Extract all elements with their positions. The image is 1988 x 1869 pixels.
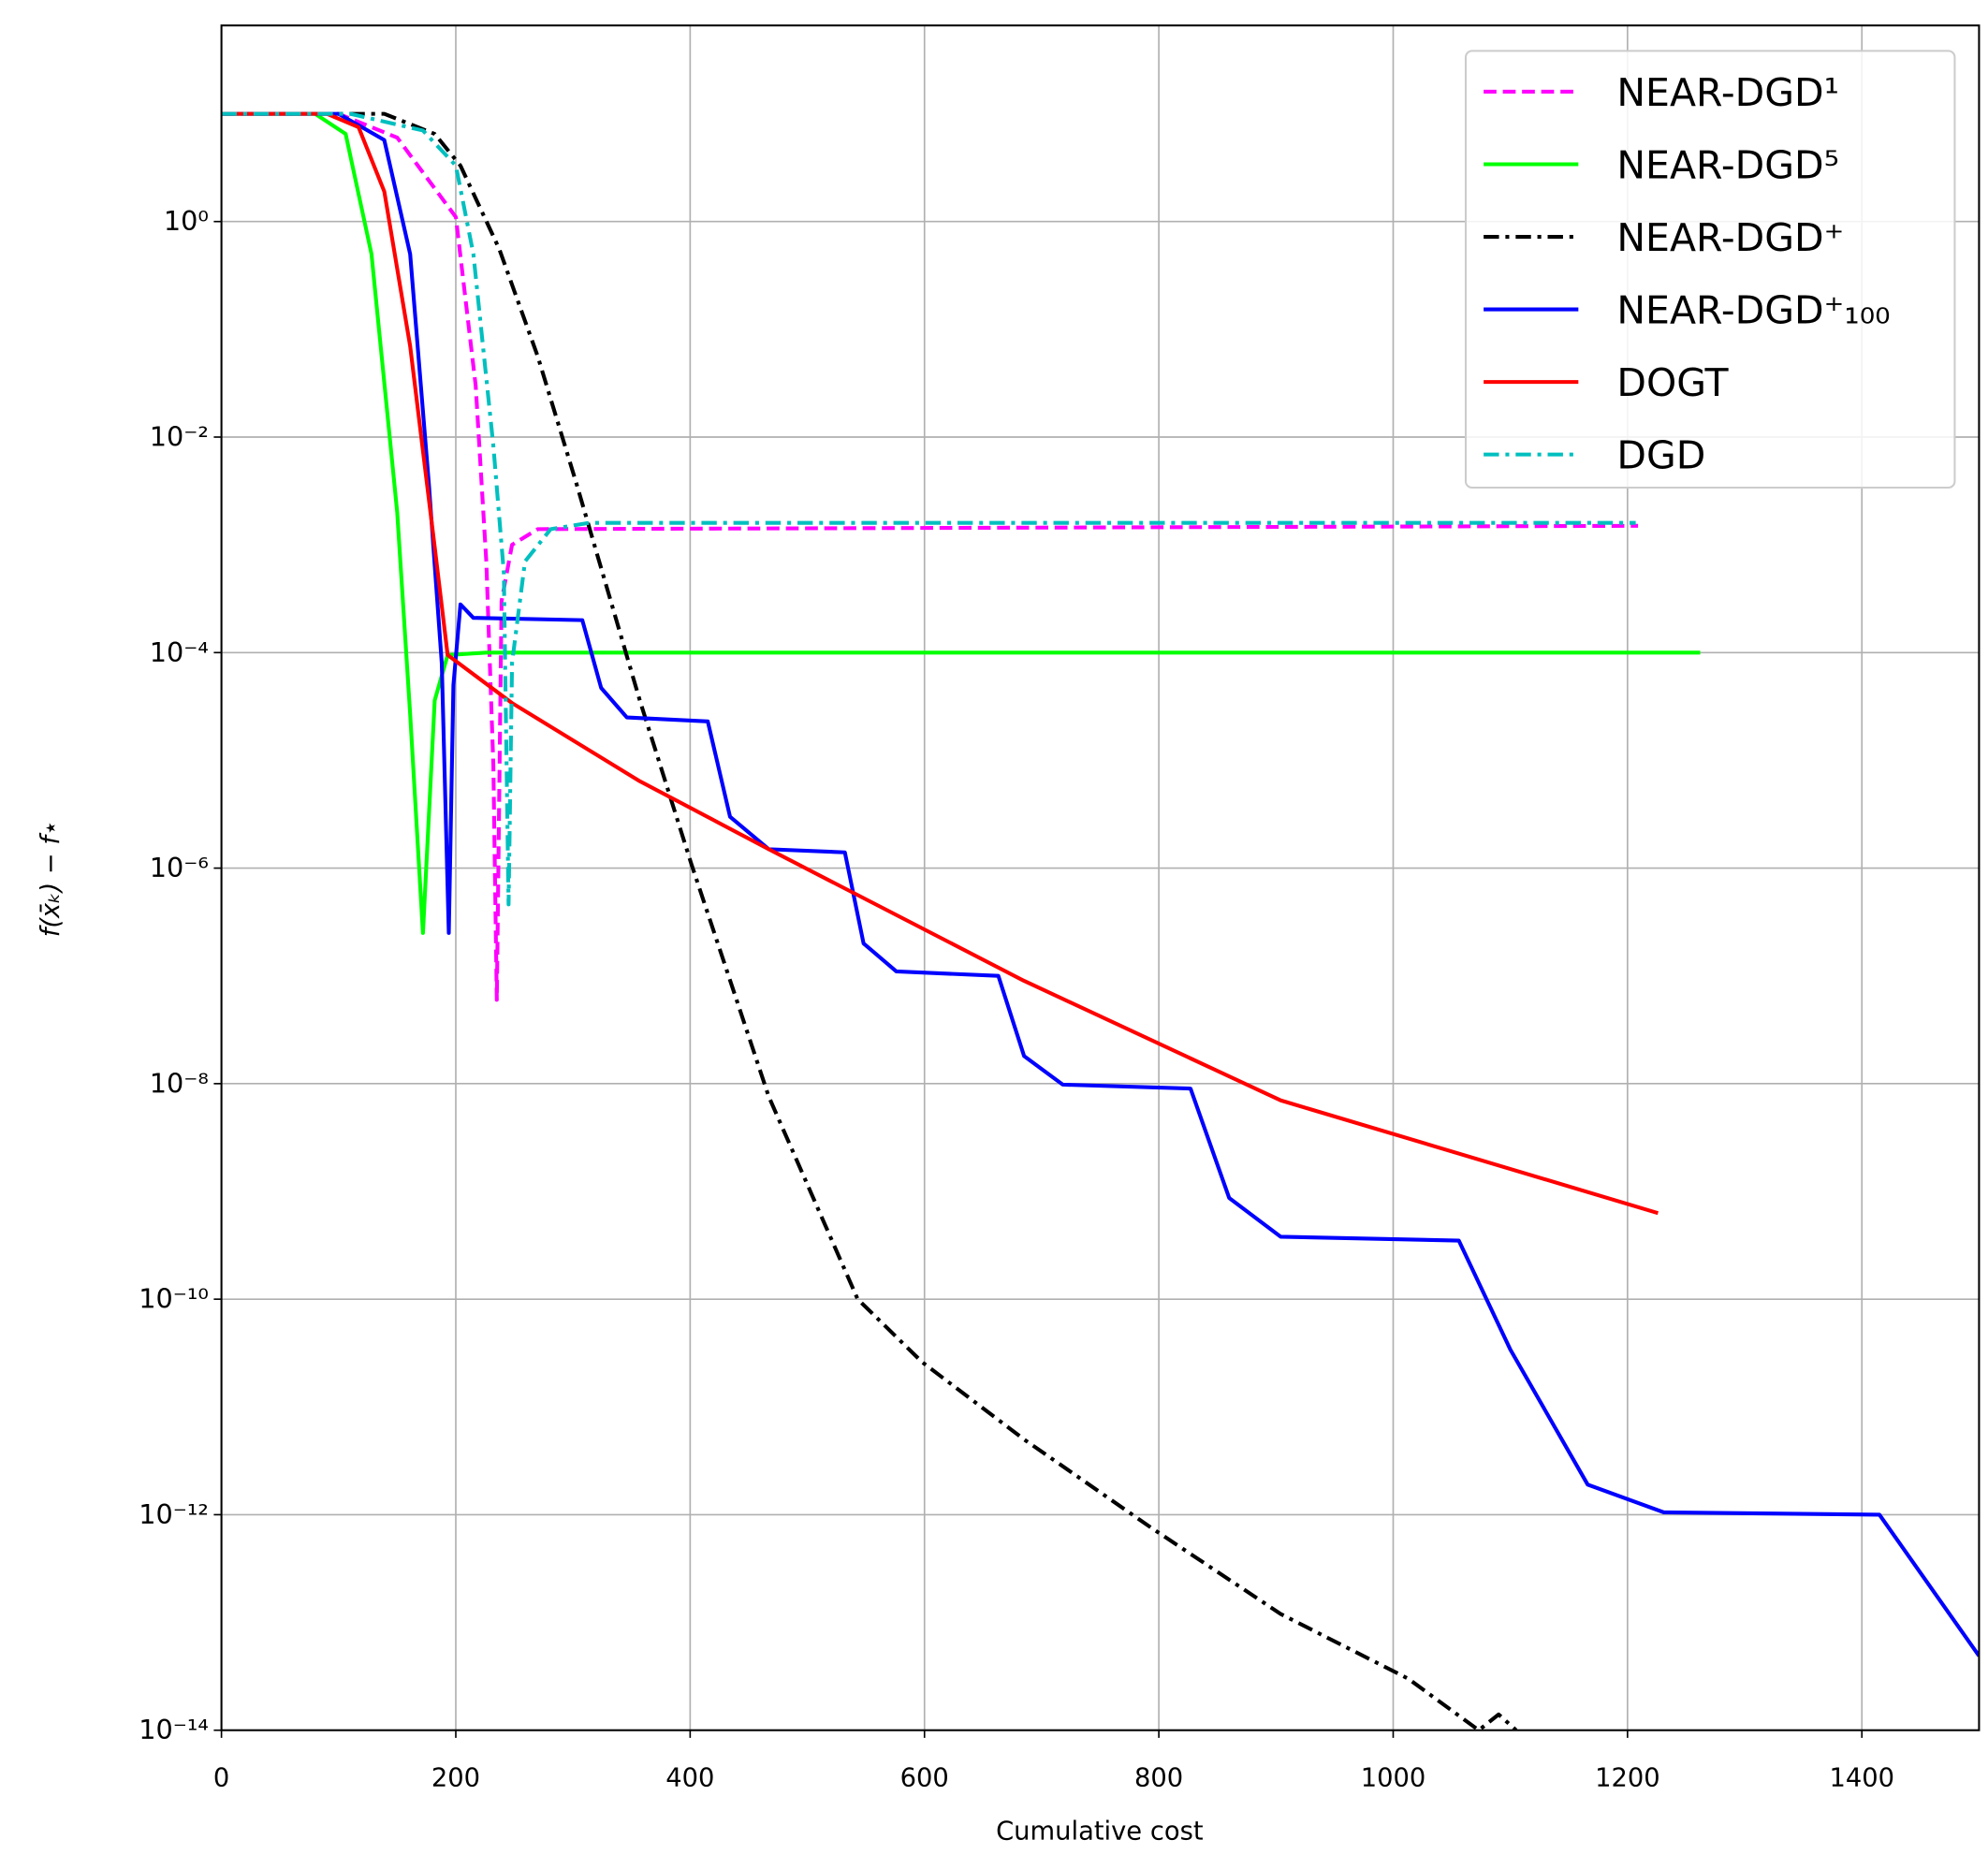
x-tick-label: 600: [900, 1764, 949, 1793]
y-tick-label: 10⁰: [164, 205, 209, 237]
y-tick-label: 10⁻⁴: [150, 636, 209, 668]
legend-label: NEAR-DGD¹: [1616, 70, 1839, 115]
y-tick-label: 10⁻²: [150, 421, 209, 453]
plot-frame: [220, 24, 1981, 1731]
y-tick-label: 10⁻¹⁴: [139, 1714, 209, 1745]
legend-box: [1464, 50, 1956, 489]
series-line: [221, 111, 1659, 1216]
legend: NEAR-DGD¹ NEAR-DGD⁵ NEAR-DGD⁺ NEAR-DGD⁺₁₀₀ D…: [1464, 50, 1956, 489]
legend-label: NEAR-DGD⁺₁₀₀: [1616, 288, 1890, 333]
y-tick-label: 10⁻¹⁰: [139, 1283, 209, 1315]
series-line: [221, 111, 1701, 935]
series-line: [221, 111, 1639, 1002]
y-axis-label: f(x̄ₖ) − f⋆: [37, 820, 66, 937]
series-line: [221, 111, 1518, 1730]
x-tick-label: 1400: [1829, 1764, 1894, 1793]
x-tick-label: 1000: [1361, 1764, 1426, 1793]
legend-label: DOGT: [1616, 360, 1729, 405]
plot-lines: [221, 111, 1980, 1730]
legend-label: DGD: [1616, 433, 1705, 478]
y-tick-label: 10⁻¹²: [139, 1498, 209, 1530]
y-tick-label: 10⁻⁶: [150, 852, 209, 883]
y-tick-label: 10⁻⁸: [150, 1067, 209, 1099]
x-tick-label: 800: [1134, 1764, 1183, 1793]
x-tick-label: 400: [665, 1764, 714, 1793]
x-tick-label: 1200: [1595, 1764, 1660, 1793]
x-tick-label: 200: [431, 1764, 480, 1793]
x-axis-label: Cumulative cost: [996, 1818, 1204, 1847]
x-tick-label: 0: [213, 1764, 229, 1793]
legend-label: NEAR-DGD⁵: [1616, 143, 1839, 188]
legend-label: NEAR-DGD⁺: [1616, 215, 1844, 260]
series-line: [221, 111, 1636, 907]
